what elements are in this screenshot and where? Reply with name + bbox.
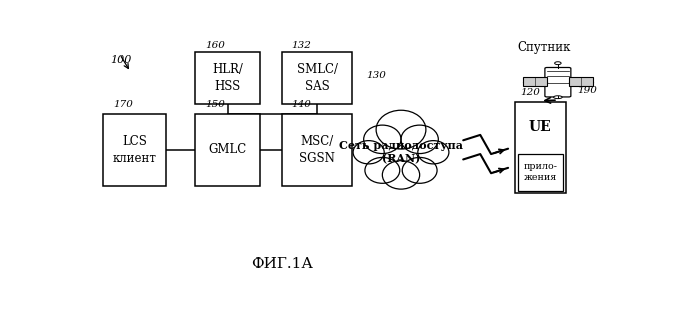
Text: 130: 130 bbox=[366, 72, 386, 81]
Bar bbox=[514, 102, 566, 193]
Text: 150: 150 bbox=[205, 100, 225, 109]
Ellipse shape bbox=[383, 161, 419, 189]
Text: HLR/
HSS: HLR/ HSS bbox=[212, 63, 244, 93]
Ellipse shape bbox=[418, 141, 449, 164]
Text: 160: 160 bbox=[205, 41, 225, 50]
Ellipse shape bbox=[353, 141, 384, 164]
Text: 100: 100 bbox=[110, 55, 131, 65]
Bar bbox=[195, 114, 260, 186]
Text: LCS
клиент: LCS клиент bbox=[112, 135, 156, 165]
Text: 120: 120 bbox=[520, 88, 540, 97]
Ellipse shape bbox=[402, 157, 437, 183]
Bar bbox=[518, 154, 563, 191]
Text: 140: 140 bbox=[292, 100, 311, 109]
Text: прило-
жения: прило- жения bbox=[524, 162, 557, 183]
Bar bbox=[103, 114, 165, 186]
Bar bbox=[523, 77, 547, 86]
Ellipse shape bbox=[554, 96, 562, 99]
Ellipse shape bbox=[336, 88, 466, 217]
Ellipse shape bbox=[365, 157, 400, 183]
Ellipse shape bbox=[369, 124, 433, 174]
FancyBboxPatch shape bbox=[545, 67, 571, 97]
Text: GMLC: GMLC bbox=[209, 143, 247, 156]
Bar bbox=[282, 52, 352, 104]
Text: MSC/
SGSN: MSC/ SGSN bbox=[299, 135, 335, 165]
Ellipse shape bbox=[401, 125, 438, 154]
Text: SMLC/
SAS: SMLC/ SAS bbox=[297, 63, 338, 93]
Bar bbox=[282, 114, 352, 186]
Text: 190: 190 bbox=[577, 86, 597, 95]
Circle shape bbox=[555, 62, 561, 65]
Text: UE: UE bbox=[529, 119, 551, 133]
Text: Спутник: Спутник bbox=[518, 41, 571, 54]
Text: Сеть радиодоступа
(RAN): Сеть радиодоступа (RAN) bbox=[339, 140, 463, 165]
Bar bbox=[569, 77, 593, 86]
Bar bbox=[195, 52, 260, 104]
Text: 170: 170 bbox=[113, 100, 133, 109]
Ellipse shape bbox=[376, 110, 426, 149]
Text: 132: 132 bbox=[292, 41, 311, 50]
Ellipse shape bbox=[364, 125, 401, 154]
Text: ФИГ.1А: ФИГ.1А bbox=[251, 257, 313, 271]
